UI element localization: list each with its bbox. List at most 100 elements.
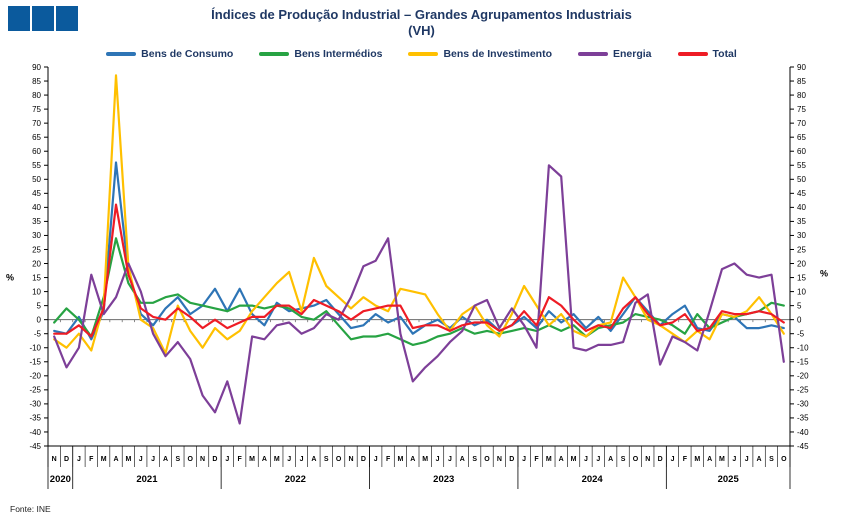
svg-text:A: A: [311, 456, 316, 463]
svg-text:M: M: [546, 456, 552, 463]
svg-text:A: A: [460, 456, 465, 463]
svg-text:M: M: [422, 456, 428, 463]
svg-text:2020: 2020: [50, 474, 71, 485]
svg-text:J: J: [671, 456, 675, 463]
svg-text:J: J: [436, 456, 440, 463]
svg-text:75: 75: [797, 105, 806, 114]
svg-text:J: J: [225, 456, 229, 463]
svg-text:A: A: [559, 456, 564, 463]
svg-text:-15: -15: [797, 358, 809, 367]
chart-legend: Bens de Consumo Bens Intermédios Bens de I…: [0, 48, 843, 60]
svg-text:-20: -20: [29, 372, 41, 381]
series-energia: [53, 164, 785, 425]
legend-item: Bens Intermédios: [259, 48, 382, 60]
axes: [47, 67, 791, 447]
svg-text:A: A: [707, 456, 712, 463]
legend-item: Energia: [578, 48, 652, 60]
svg-text:M: M: [274, 456, 280, 463]
svg-text:A: A: [757, 456, 762, 463]
svg-text:O: O: [484, 456, 490, 463]
legend-label: Total: [712, 48, 737, 60]
svg-text:M: M: [125, 456, 131, 463]
legend-item: Bens de Investimento: [408, 48, 552, 60]
svg-text:-10: -10: [29, 344, 41, 353]
svg-text:2024: 2024: [582, 474, 604, 485]
svg-text:A: A: [608, 456, 613, 463]
ine-logo: [8, 6, 78, 31]
svg-text:%: %: [6, 273, 14, 283]
series-total: [53, 203, 785, 338]
svg-text:O: O: [336, 456, 342, 463]
y-axis-labels-right: 908580757065605550454035302520151050-5-1…: [790, 63, 828, 451]
svg-text:J: J: [745, 456, 749, 463]
svg-text:A: A: [410, 456, 415, 463]
logo-square: [56, 6, 78, 31]
svg-text:O: O: [633, 456, 639, 463]
svg-text:0: 0: [37, 315, 42, 324]
svg-text:-10: -10: [797, 344, 809, 353]
svg-text:25: 25: [797, 245, 806, 254]
source-note: Fonte: INE: [10, 504, 51, 514]
legend-label: Bens de Consumo: [141, 48, 234, 60]
svg-text:40: 40: [32, 203, 41, 212]
legend-swatch: [677, 52, 708, 56]
svg-text:-45: -45: [797, 442, 809, 451]
svg-text:S: S: [472, 456, 477, 463]
svg-text:-25: -25: [29, 386, 41, 395]
svg-text:N: N: [200, 456, 205, 463]
svg-text:J: J: [732, 456, 736, 463]
svg-text:-45: -45: [29, 442, 41, 451]
svg-text:N: N: [348, 456, 353, 463]
svg-text:N: N: [497, 456, 502, 463]
svg-text:F: F: [89, 456, 94, 463]
svg-text:30: 30: [32, 231, 41, 240]
svg-text:M: M: [398, 456, 404, 463]
svg-text:S: S: [769, 456, 774, 463]
svg-text:S: S: [621, 456, 626, 463]
svg-text:55: 55: [32, 161, 41, 170]
logo-square: [32, 6, 54, 31]
svg-text:J: J: [287, 456, 291, 463]
legend-label: Bens Intermédios: [294, 48, 383, 60]
svg-text:65: 65: [32, 133, 41, 142]
svg-text:60: 60: [32, 147, 41, 156]
svg-text:M: M: [694, 456, 700, 463]
svg-text:45: 45: [797, 189, 806, 198]
svg-text:S: S: [324, 456, 329, 463]
svg-text:D: D: [212, 456, 217, 463]
svg-text:M: M: [571, 456, 577, 463]
svg-text:%: %: [820, 269, 828, 279]
svg-text:F: F: [238, 456, 243, 463]
svg-text:J: J: [77, 456, 81, 463]
svg-text:15: 15: [32, 273, 41, 282]
svg-text:-5: -5: [797, 330, 805, 339]
svg-text:M: M: [719, 456, 725, 463]
svg-text:M: M: [101, 456, 107, 463]
svg-text:40: 40: [797, 203, 806, 212]
legend-swatch: [259, 52, 290, 56]
svg-text:2023: 2023: [433, 474, 454, 485]
svg-text:J: J: [448, 456, 452, 463]
svg-text:85: 85: [32, 77, 41, 86]
svg-text:D: D: [658, 456, 663, 463]
svg-text:A: A: [163, 456, 168, 463]
svg-text:S: S: [176, 456, 181, 463]
legend-swatch: [408, 52, 439, 56]
svg-text:80: 80: [797, 91, 806, 100]
svg-text:5: 5: [37, 301, 42, 310]
svg-text:-30: -30: [797, 400, 809, 409]
svg-text:50: 50: [32, 175, 41, 184]
legend-swatch: [106, 52, 137, 56]
svg-text:J: J: [300, 456, 304, 463]
svg-text:M: M: [249, 456, 255, 463]
svg-text:D: D: [509, 456, 514, 463]
svg-text:J: J: [522, 456, 526, 463]
svg-text:75: 75: [32, 105, 41, 114]
svg-text:45: 45: [32, 189, 41, 198]
svg-text:35: 35: [797, 217, 806, 226]
svg-text:15: 15: [797, 273, 806, 282]
svg-text:60: 60: [797, 147, 806, 156]
